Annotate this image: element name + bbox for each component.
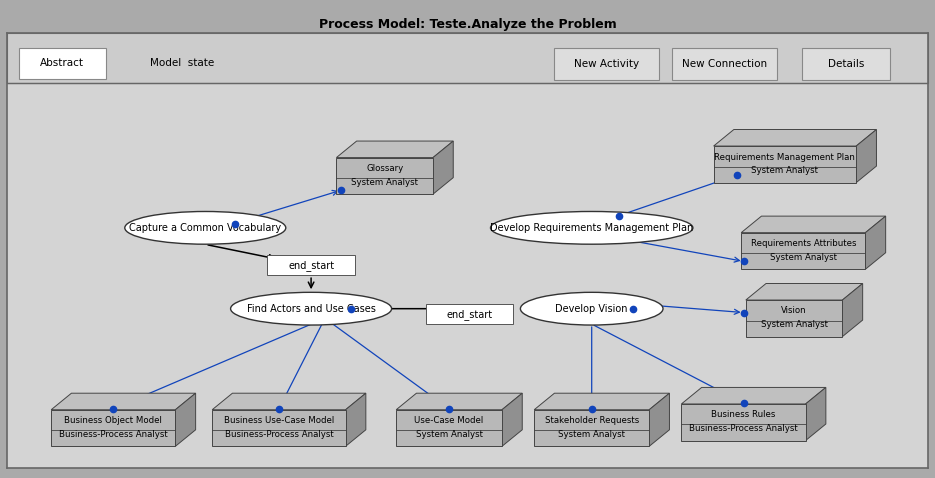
- Polygon shape: [856, 130, 876, 183]
- Ellipse shape: [124, 211, 286, 244]
- Text: Business-Process Analyst: Business-Process Analyst: [224, 430, 333, 439]
- Text: end_start: end_start: [288, 260, 334, 271]
- Text: Business Object Model: Business Object Model: [65, 416, 162, 425]
- Bar: [7, 33, 928, 84]
- Polygon shape: [746, 283, 863, 300]
- Ellipse shape: [231, 293, 392, 325]
- Bar: [425, 304, 513, 325]
- Text: end_start: end_start: [446, 309, 493, 320]
- Polygon shape: [842, 283, 863, 337]
- Text: New Connection: New Connection: [682, 59, 767, 69]
- Polygon shape: [806, 388, 826, 441]
- Bar: [337, 158, 433, 194]
- Polygon shape: [337, 141, 453, 158]
- Polygon shape: [176, 393, 195, 446]
- Bar: [534, 410, 649, 446]
- Bar: [713, 146, 856, 183]
- Text: System Analyst: System Analyst: [558, 430, 626, 439]
- Text: System Analyst: System Analyst: [760, 320, 827, 329]
- Bar: [212, 410, 346, 446]
- Text: Business Rules: Business Rules: [712, 411, 776, 419]
- Bar: [267, 255, 354, 275]
- Bar: [554, 48, 659, 79]
- Text: Business-Process Analyst: Business-Process Analyst: [689, 424, 798, 434]
- Text: Develop Requirements Management Plan: Develop Requirements Management Plan: [490, 223, 694, 233]
- Bar: [51, 410, 176, 446]
- Ellipse shape: [491, 211, 693, 244]
- Polygon shape: [346, 393, 366, 446]
- Polygon shape: [713, 130, 876, 146]
- Text: Abstract: Abstract: [40, 58, 84, 68]
- Text: Find Actors and Use Cases: Find Actors and Use Cases: [247, 304, 376, 314]
- Text: New Activity: New Activity: [574, 59, 639, 69]
- Text: Stakeholder Requests: Stakeholder Requests: [544, 416, 639, 425]
- Text: System Analyst: System Analyst: [352, 178, 418, 187]
- Ellipse shape: [521, 293, 663, 325]
- Bar: [741, 233, 866, 269]
- Text: Details: Details: [827, 59, 864, 69]
- Text: System Analyst: System Analyst: [752, 166, 818, 175]
- Polygon shape: [502, 393, 523, 446]
- Text: Capture a Common Vocabulary: Capture a Common Vocabulary: [129, 223, 281, 233]
- Polygon shape: [534, 393, 669, 410]
- Text: Model  state: Model state: [151, 58, 214, 68]
- Text: Business Use-Case Model: Business Use-Case Model: [223, 416, 334, 425]
- Polygon shape: [866, 216, 885, 269]
- Polygon shape: [51, 393, 195, 410]
- Text: Vision: Vision: [782, 306, 807, 315]
- Text: Requirements Management Plan: Requirements Management Plan: [714, 152, 856, 162]
- Text: Use-Case Model: Use-Case Model: [414, 416, 483, 425]
- Polygon shape: [741, 216, 885, 233]
- Polygon shape: [649, 393, 669, 446]
- Polygon shape: [433, 141, 453, 194]
- Polygon shape: [682, 388, 826, 404]
- Text: Business-Process Analyst: Business-Process Analyst: [59, 430, 167, 439]
- Bar: [682, 404, 806, 441]
- Text: Requirements Attributes: Requirements Attributes: [751, 239, 856, 248]
- Bar: [19, 48, 106, 79]
- Text: Process Model: Teste.Analyze the Problem: Process Model: Teste.Analyze the Problem: [319, 18, 616, 31]
- Bar: [802, 48, 890, 79]
- Polygon shape: [212, 393, 366, 410]
- Text: System Analyst: System Analyst: [770, 253, 837, 262]
- Bar: [671, 48, 777, 79]
- Bar: [746, 300, 842, 337]
- Polygon shape: [396, 393, 523, 410]
- Text: Glossary: Glossary: [367, 164, 403, 173]
- Text: Develop Vision: Develop Vision: [555, 304, 628, 314]
- Bar: [396, 410, 502, 446]
- Text: System Analyst: System Analyst: [415, 430, 482, 439]
